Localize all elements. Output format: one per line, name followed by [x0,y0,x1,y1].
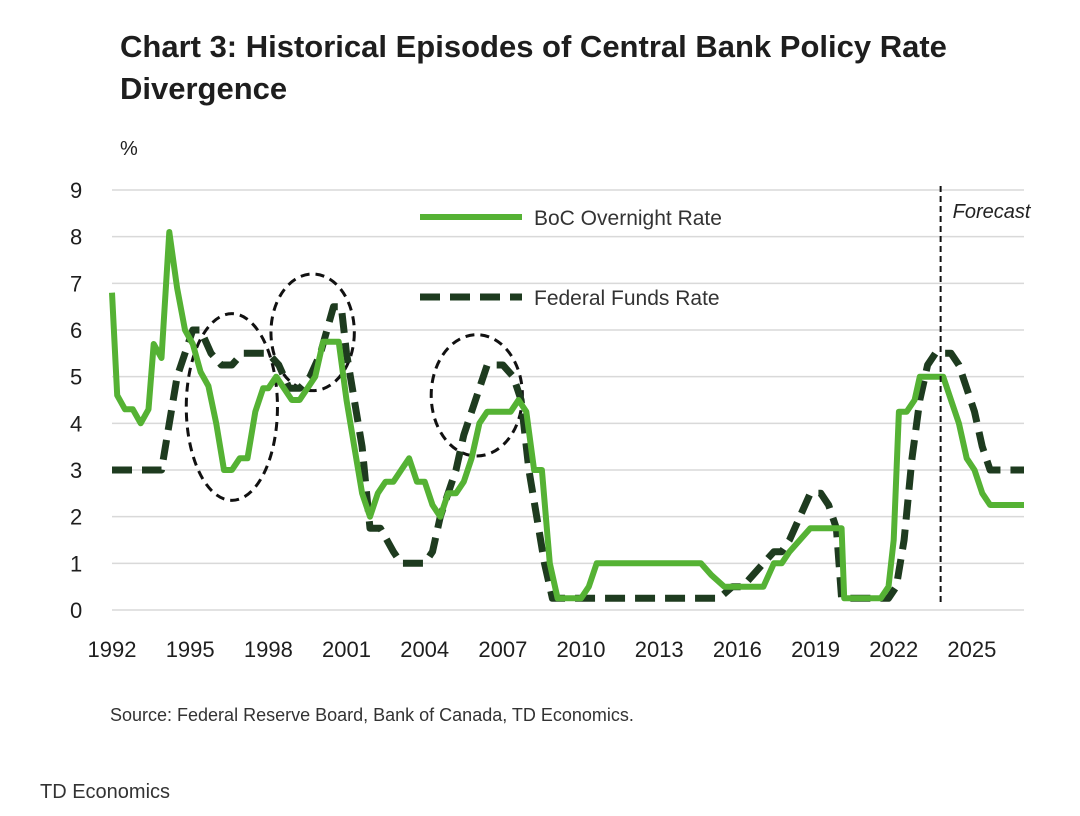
y-tick-label: 3 [70,458,82,483]
x-tick-label: 1998 [244,637,293,662]
legend-label: BoC Overnight Rate [534,207,722,230]
series-lines [109,229,1024,602]
y-tick-label: 6 [70,318,82,343]
y-tick-label: 2 [70,505,82,530]
x-tick-label: 1995 [166,637,215,662]
x-tick-label: 2016 [713,637,762,662]
y-tick-label: 4 [70,411,82,436]
y-axis-ticks: 0 1 2 3 4 5 6 7 8 9 [70,178,82,623]
line-chart: % 0 1 2 3 4 5 6 7 8 9 1992 1995 1998 2001 2004 2007 201… [70,138,1032,662]
x-tick-label: 2013 [635,637,684,662]
x-tick-label: 2001 [322,637,371,662]
series-line-boc-overnight-rate [109,229,1024,602]
source-note: Source: Federal Reserve Board, Bank of C… [110,705,634,725]
series-line-federal-funds-rate [112,303,1024,602]
x-tick-label: 2022 [869,637,918,662]
y-tick-label: 8 [70,225,82,250]
divergence-ellipse-1 [184,312,279,502]
x-tick-label: 2007 [478,637,527,662]
y-tick-label: 9 [70,178,82,203]
y-tick-label: 1 [70,551,82,576]
x-tick-label: 2004 [400,637,449,662]
legend: BoC Overnight Rate Federal Funds Rate [420,207,722,310]
x-axis-ticks: 1992 1995 1998 2001 2004 2007 2010 2013 2016 2019… [88,637,997,662]
credit-label: TD Economics [40,781,171,803]
y-axis-label: % [120,138,138,160]
legend-label: Federal Funds Rate [534,287,720,310]
gridlines [112,189,1024,611]
x-tick-label: 2010 [557,637,606,662]
x-tick-label: 2019 [791,637,840,662]
forecast-label: Forecast [953,201,1032,223]
y-tick-label: 5 [70,365,82,390]
y-tick-label: 7 [70,271,82,296]
forecast-marker: Forecast [939,186,1032,606]
divergence-ellipse-2 [269,272,356,393]
x-tick-label: 1992 [88,637,137,662]
chart-title: Chart 3: Historical Episodes of Central … [120,29,947,106]
x-tick-label: 2025 [947,637,996,662]
y-tick-label: 0 [70,598,82,623]
